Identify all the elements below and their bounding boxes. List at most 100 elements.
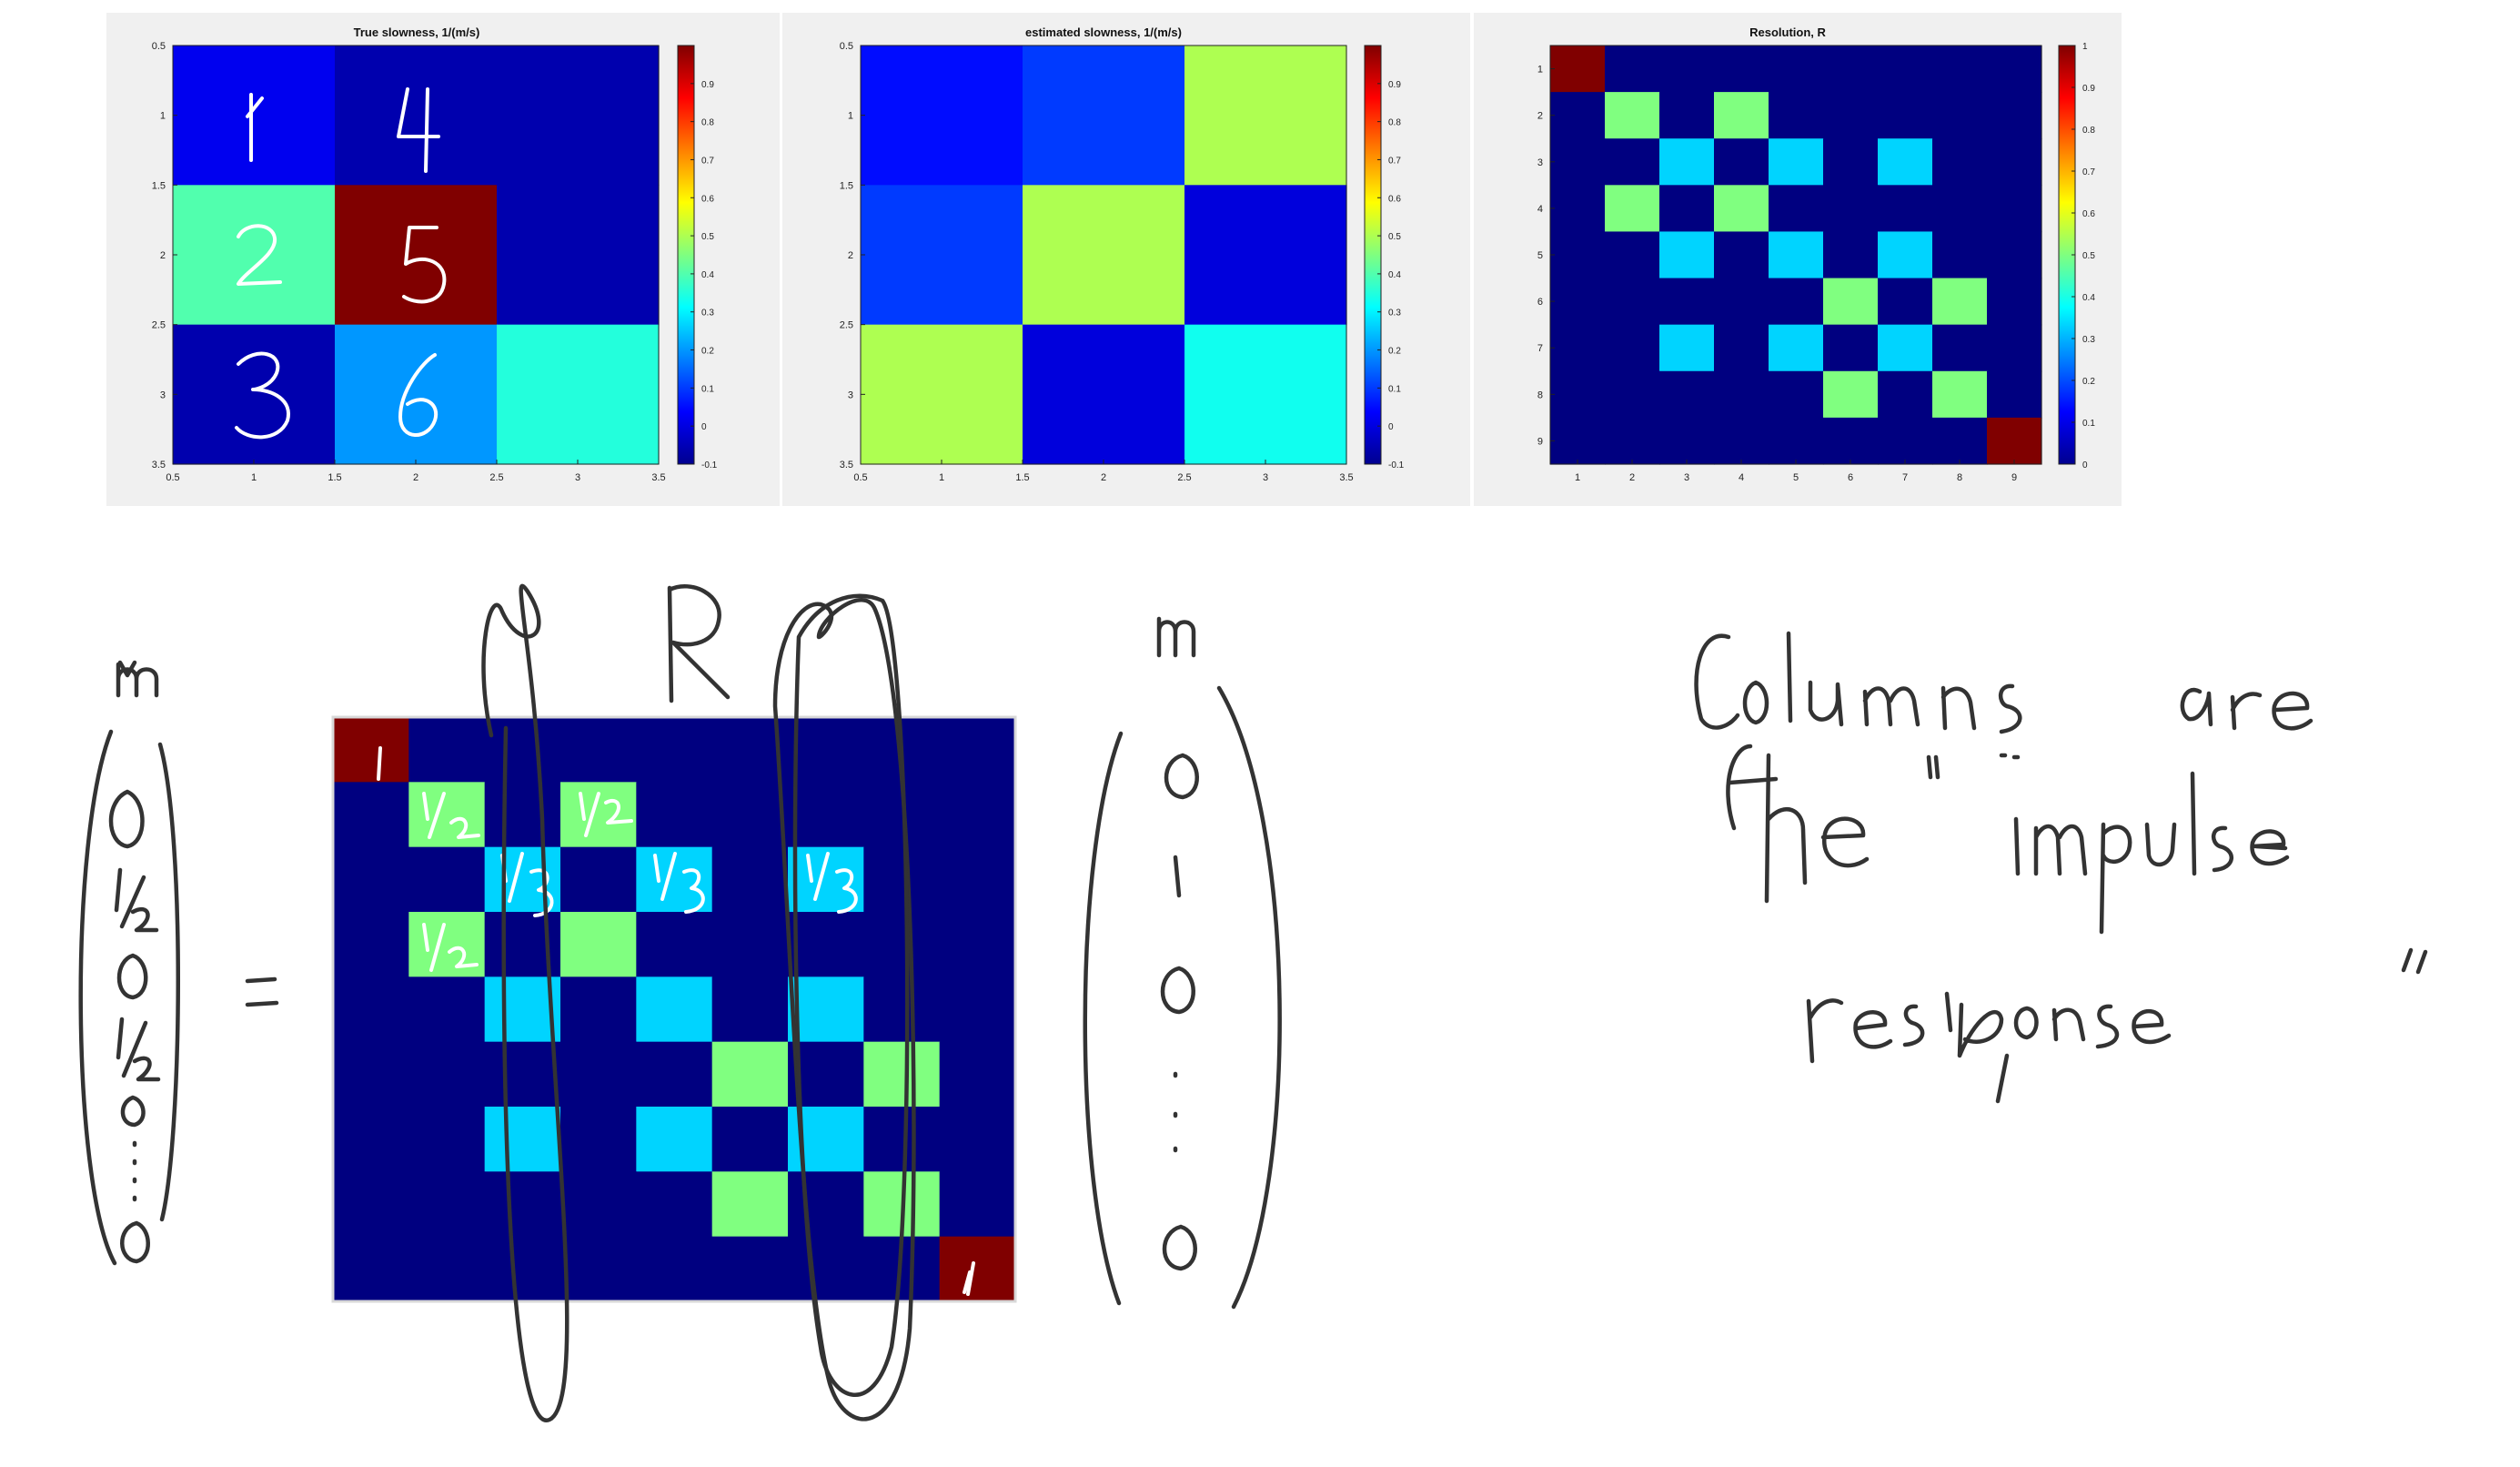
colorbar-tick-label: 0.9: [1388, 80, 1401, 90]
heatmap-cell: [1023, 46, 1185, 186]
heatmap-cell: [1659, 278, 1715, 326]
heatmap-cell: [863, 912, 941, 977]
heatmap-cell: [1605, 417, 1660, 465]
heatmap-cell: [1987, 231, 2042, 279]
plot1-title: True slowness, 1/(m/s): [354, 25, 480, 39]
heatmap-cell: [863, 1107, 941, 1172]
heatmap-cell: [1769, 46, 1824, 93]
heatmap-cell: [1878, 370, 1933, 419]
heatmap-cell: [1878, 138, 1933, 186]
heatmap-cell: [788, 717, 864, 783]
heatmap-cell: [1550, 138, 1606, 186]
heatmap-cell: [711, 782, 789, 848]
heatmap-cell: [636, 1236, 713, 1302]
colorbar-tick-label: 0.2: [1388, 347, 1401, 357]
heatmap-cell: [408, 1171, 486, 1238]
x-tick-label: 2.5: [1177, 472, 1191, 483]
heatmap-cell: [335, 324, 498, 465]
colorbar-tick-label: 0.9: [2082, 84, 2095, 94]
heatmap-cell: [1714, 417, 1769, 465]
heatmap-cell: [1769, 185, 1824, 233]
heatmap-cell: [1714, 46, 1769, 93]
heatmap-cell: [1932, 46, 1988, 93]
heatmap-cell: [560, 1107, 637, 1172]
plot2-colorbar: [1364, 45, 1382, 465]
x-tick-label: 1.5: [1015, 472, 1029, 483]
heatmap-cell: [1659, 185, 1715, 233]
heatmap-cell: [1714, 185, 1769, 233]
y-tick-label: 1.5: [840, 180, 853, 191]
note-line-2: [1726, 744, 1870, 904]
colorbar-tick-label: 0.5: [1388, 232, 1401, 242]
colorbar-tick-label: 0.7: [1388, 156, 1401, 166]
heatmap-cell: [1823, 46, 1879, 93]
heatmap-cell: [711, 976, 789, 1043]
y-tick-label: 8: [1537, 390, 1543, 400]
x-tick-label: 2.5: [489, 472, 503, 483]
heatmap-cell: [939, 1041, 1016, 1108]
x-tick-label: 8: [1957, 472, 1962, 483]
heatmap-cell: [711, 1171, 789, 1238]
heatmap-cell: [636, 912, 713, 977]
plot3-colorbar-ticks: 0 0.1 0.2 0.3 0.4 0.5 0.6 0.7 0.8 0.9 1: [2071, 42, 2095, 470]
note-line-1: [1694, 631, 2022, 734]
heatmap-cell: [1987, 370, 2042, 419]
heatmap-cell: [1769, 278, 1824, 326]
heatmap-cell: [1823, 278, 1879, 326]
heatmap-cell: [1550, 417, 1606, 465]
heatmap-cell: [1184, 324, 1347, 465]
heatmap-cell: [1714, 324, 1769, 372]
plot3-title: Resolution, R: [1749, 25, 1826, 39]
heatmap-cell: [1714, 138, 1769, 186]
x-tick-label: 1: [1575, 472, 1580, 483]
heatmap-cell: [1769, 231, 1824, 279]
colorbar-tick-label: 0: [701, 422, 707, 432]
colorbar-tick-label: 0.3: [2082, 335, 2095, 345]
heatmap-cell: [560, 1041, 637, 1108]
x-tick-label: 4: [1739, 472, 1744, 483]
mhat-left-paren: [78, 729, 117, 1266]
heatmap-cell: [1184, 46, 1347, 186]
colorbar-tick-label: 0.6: [2082, 209, 2095, 219]
heatmap-cell: [1659, 46, 1715, 93]
colorbar-tick-label: 0: [1388, 422, 1394, 432]
heatmap-cell: [636, 717, 713, 783]
plot2-colorbar-ticks: -0.1 0 0.1 0.2 0.3 0.4 0.5 0.6 0.7 0.8 0.9: [1377, 80, 1405, 470]
colorbar-tick-label: -0.1: [701, 460, 718, 470]
plot1-y-ticks: 0.5 1 1.5 2 2.5 3 3.5: [152, 41, 177, 470]
colorbar-tick-label: 0.8: [2082, 126, 2095, 136]
matrix-value-annotations: [377, 746, 975, 1296]
heatmap-cell: [1605, 46, 1660, 93]
heatmap-cell: [939, 1236, 1016, 1302]
colorbar-tick-label: 0.6: [701, 194, 714, 204]
x-tick-label: 0.5: [853, 472, 867, 483]
heatmap-cell: [788, 1236, 864, 1302]
y-tick-label: 3: [848, 390, 853, 400]
heatmap-cell: [1184, 185, 1347, 326]
heatmap-cell: [173, 46, 336, 186]
heatmap-cell: [497, 46, 660, 186]
y-tick-label: 3: [160, 390, 166, 400]
heatmap-cell: [408, 717, 486, 783]
plot2-y-ticks: 0.5 1 1.5 2 2.5 3 3.5: [840, 41, 865, 470]
heatmap-cell: [1659, 417, 1715, 465]
x-tick-label: 6: [1848, 472, 1853, 483]
heatmap-cell: [1769, 417, 1824, 465]
heatmap-cell: [408, 1041, 486, 1108]
heatmap-cell: [1878, 185, 1933, 233]
colorbar-tick-label: 0.3: [701, 309, 714, 319]
heatmap-cell: [1550, 278, 1606, 326]
colorbar-tick-label: -0.1: [1388, 460, 1405, 470]
note-line-3: [1806, 991, 2172, 1104]
heatmap-cell: [636, 1041, 713, 1108]
mhat-label-ink: [117, 660, 137, 678]
heatmap-cell: [1023, 185, 1185, 326]
y-tick-label: 1: [1537, 65, 1543, 76]
x-tick-label: 1: [251, 472, 257, 483]
x-tick-label: 7: [1902, 472, 1908, 483]
y-tick-label: 9: [1537, 436, 1543, 447]
heatmap-cell: [863, 1041, 941, 1108]
resolution-matrix-large: [331, 715, 1017, 1303]
heatmap-cell: [408, 976, 486, 1043]
heatmap-cell: [939, 782, 1016, 848]
